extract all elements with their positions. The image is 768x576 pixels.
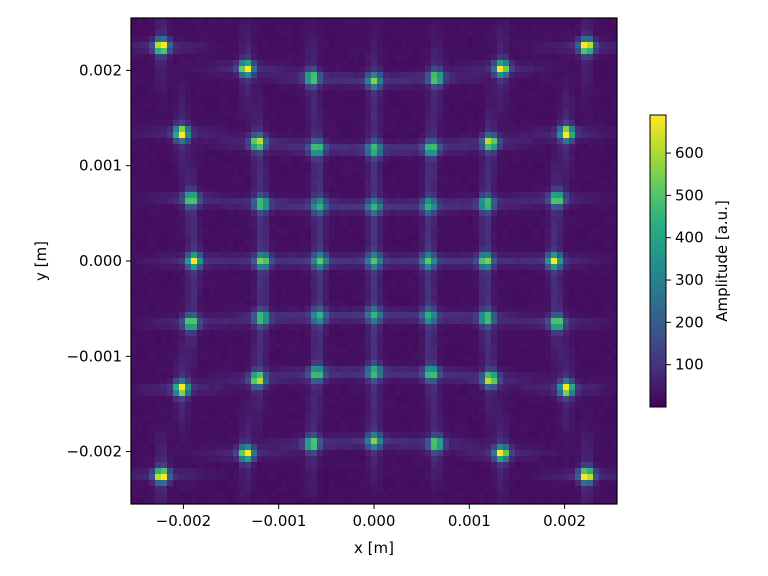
x-tick-label: 0.000 xyxy=(353,512,396,530)
x-axis-label: x [m] xyxy=(354,539,394,557)
y-axis-label: y [m] xyxy=(32,241,50,281)
x-tick-label: −0.001 xyxy=(251,512,307,530)
x-axis-ticks: −0.002 −0.001 0.000 0.001 0.002 xyxy=(156,504,586,530)
colorbar-gradient xyxy=(649,114,667,408)
x-tick-label: −0.002 xyxy=(156,512,212,530)
heatmap-image xyxy=(131,18,617,504)
colorbar-tick-label: 300 xyxy=(675,271,704,289)
colorbar-tick-label: 100 xyxy=(675,356,704,374)
colorbar-ticks: 100 200 300 400 500 600 xyxy=(666,144,704,374)
plot-area xyxy=(130,17,618,505)
y-tick-label: −0.001 xyxy=(66,347,122,365)
colorbar-label: Amplitude [a.u.] xyxy=(713,200,731,322)
y-axis-ticks: −0.002 −0.001 0.000 0.001 0.002 xyxy=(66,61,131,461)
x-tick-label: 0.002 xyxy=(543,512,586,530)
y-tick-label: 0.001 xyxy=(79,157,122,175)
y-tick-label: 0.002 xyxy=(79,61,122,79)
y-tick-label: 0.000 xyxy=(79,252,122,270)
colorbar-tick-label: 600 xyxy=(675,144,704,162)
colorbar-tick-label: 400 xyxy=(675,229,704,247)
colorbar-tick-label: 500 xyxy=(675,186,704,204)
colorbar-tick-label: 200 xyxy=(675,313,704,331)
colorbar: 100 200 300 400 500 600 Amplitude [a.u.] xyxy=(649,114,731,408)
y-tick-label: −0.002 xyxy=(66,443,122,461)
x-tick-label: 0.001 xyxy=(448,512,491,530)
